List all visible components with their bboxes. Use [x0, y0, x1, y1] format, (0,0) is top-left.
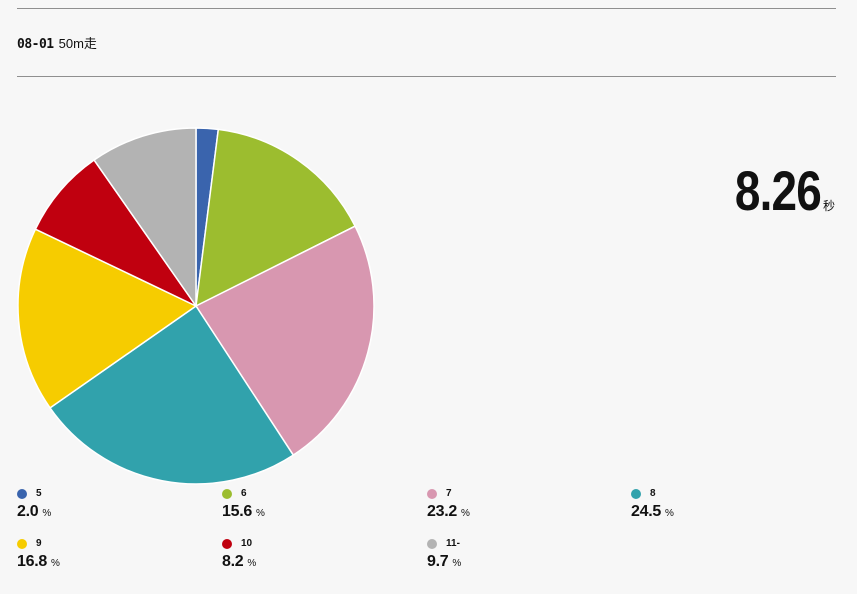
legend-unit: %	[50, 558, 60, 569]
legend-dot	[222, 489, 232, 499]
legend-label: 11-	[446, 538, 460, 549]
item-code: 08-01	[17, 37, 54, 52]
item-title: 50m走	[58, 36, 97, 51]
legend-dot	[427, 489, 437, 499]
legend-label: 10	[241, 538, 253, 549]
top-divider	[17, 8, 836, 9]
legend-unit: %	[255, 508, 265, 519]
header-divider	[17, 76, 836, 77]
legend-percent: 23.2	[427, 503, 457, 520]
legend-label: 7	[446, 488, 452, 499]
legend-unit: %	[664, 508, 674, 519]
legend-percent: 24.5	[631, 503, 661, 520]
legend-dot	[17, 539, 27, 549]
legend-percent: 15.6	[222, 503, 252, 520]
average-number: 8.26	[734, 159, 822, 222]
legend-dot	[17, 489, 27, 499]
average-unit: 秒	[822, 199, 835, 213]
legend-label: 5	[36, 488, 42, 499]
legend-unit: %	[452, 558, 462, 569]
legend-dot	[631, 489, 641, 499]
legend-label: 8	[650, 488, 656, 499]
legend-dot	[427, 539, 437, 549]
legend-unit: %	[460, 508, 470, 519]
chart-header: 08-01 50m走	[17, 33, 97, 52]
legend-unit: %	[247, 558, 257, 569]
legend-percent: 16.8	[17, 553, 47, 570]
legend-label: 9	[36, 538, 42, 549]
legend-dot	[222, 539, 232, 549]
legend-percent: 2.0	[17, 503, 39, 520]
average-value: 8.26 秒	[716, 163, 835, 219]
legend-label: 6	[241, 488, 247, 499]
legend-percent: 8.2	[222, 553, 244, 570]
legend-percent: 9.7	[427, 553, 449, 570]
legend-unit: %	[42, 508, 52, 519]
